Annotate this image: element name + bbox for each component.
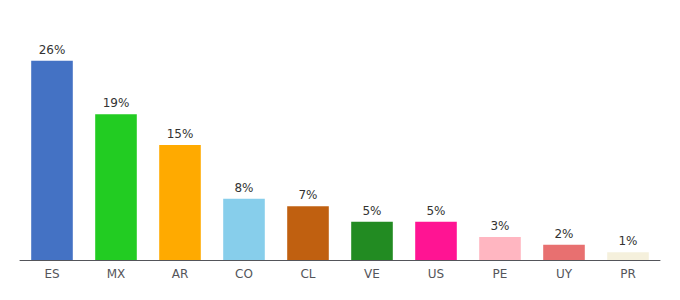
svg-text:VE: VE [364, 267, 380, 281]
svg-text:PR: PR [620, 267, 636, 281]
svg-text:3%: 3% [490, 219, 509, 233]
svg-text:5%: 5% [426, 204, 445, 218]
svg-text:US: US [428, 267, 444, 281]
svg-text:8%: 8% [234, 181, 253, 195]
svg-text:1%: 1% [618, 234, 637, 248]
svg-text:UY: UY [556, 267, 573, 281]
svg-text:AR: AR [172, 267, 189, 281]
svg-text:5%: 5% [362, 204, 381, 218]
svg-text:PE: PE [493, 267, 508, 281]
svg-text:19%: 19% [103, 96, 130, 110]
svg-text:CO: CO [235, 267, 253, 281]
svg-text:2%: 2% [554, 227, 573, 241]
svg-text:CL: CL [300, 267, 315, 281]
svg-text:15%: 15% [167, 127, 194, 141]
svg-text:26%: 26% [39, 43, 66, 57]
svg-text:ES: ES [44, 267, 59, 281]
svg-text:7%: 7% [298, 188, 317, 202]
svg-text:MX: MX [107, 267, 126, 281]
